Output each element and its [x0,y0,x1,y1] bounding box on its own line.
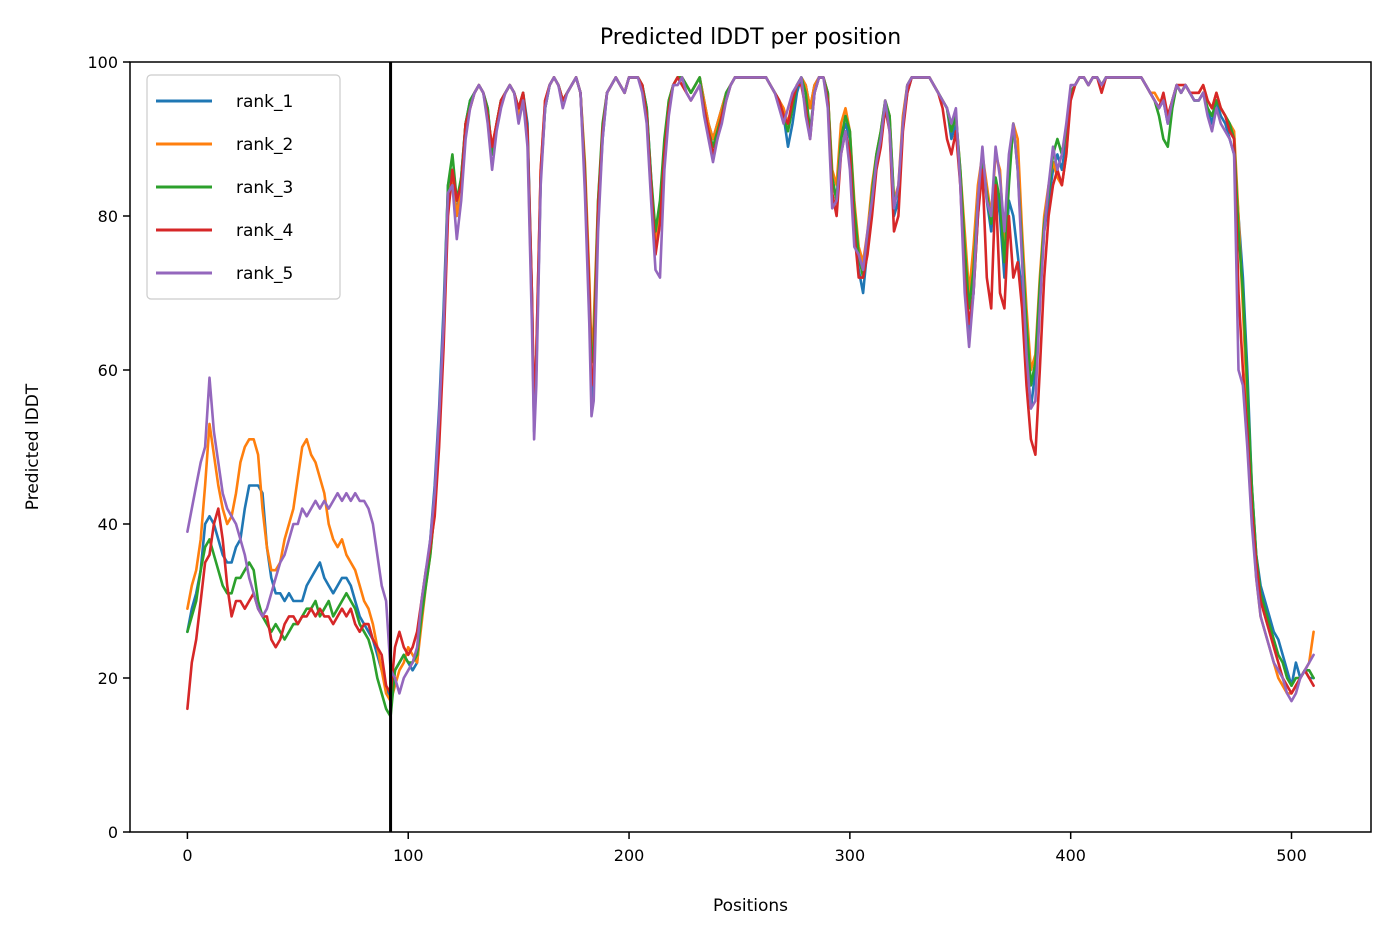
legend-label-rank-1: rank_1 [236,92,293,112]
legend-label-rank-2: rank_2 [236,135,293,155]
legend-label-rank-3: rank_3 [236,178,293,198]
legend: rank_1 rank_2 rank_3 rank_4 rank_5 [146,74,341,300]
y-tick-label: 60 [98,361,118,380]
x-tick-label: 400 [1055,846,1086,865]
series-line-rank-5 [186,76,1315,703]
y-axis-ticks: 0 20 40 60 80 100 [87,53,130,842]
series-layer [186,76,1315,718]
y-tick-label: 80 [98,207,118,226]
x-axis-ticks: 0 100 200 300 400 500 [182,832,1307,865]
y-axis-label: Predicted lDDT [23,383,43,510]
plot-area-frame [129,61,1372,833]
x-axis-label: Positions [713,896,788,916]
x-tick-label: 500 [1276,846,1307,865]
x-tick-label: 200 [614,846,645,865]
x-tick-label: 0 [182,846,192,865]
y-tick-label: 40 [98,515,118,534]
x-tick-label: 100 [393,846,424,865]
x-tick-label: 300 [835,846,866,865]
y-tick-label: 100 [87,53,118,72]
y-tick-label: 0 [108,823,118,842]
legend-box [146,74,341,300]
y-tick-label: 20 [98,669,118,688]
legend-label-rank-5: rank_5 [236,264,293,284]
legend-label-rank-4: rank_4 [236,221,293,241]
chart-title: Predicted lDDT per position [600,25,901,50]
